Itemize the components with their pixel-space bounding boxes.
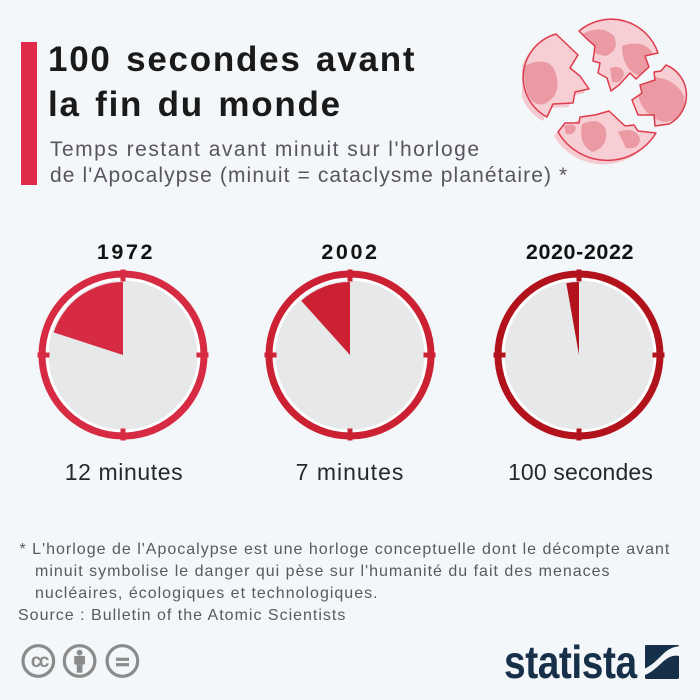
svg-text:cc: cc [31,651,50,672]
